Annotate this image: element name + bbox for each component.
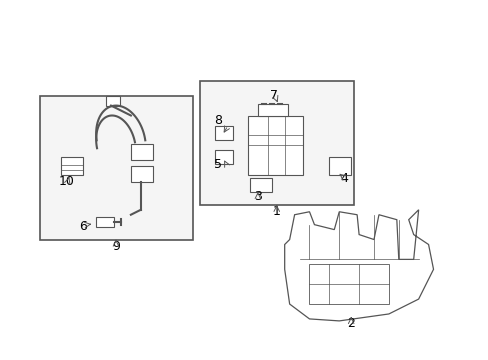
Text: 2: 2	[346, 318, 354, 330]
Text: 8: 8	[214, 114, 222, 127]
Bar	[257, 104, 287, 116]
Bar	[328, 157, 350, 175]
Text: 7: 7	[269, 89, 277, 102]
Bar	[215, 126, 233, 140]
Bar	[247, 116, 302, 175]
Text: 3: 3	[253, 190, 261, 203]
Text: 9: 9	[112, 240, 120, 253]
Text: 1: 1	[272, 205, 280, 218]
Bar	[200, 81, 353, 205]
Bar	[61, 157, 83, 175]
Bar	[249, 178, 271, 192]
Text: 10: 10	[59, 175, 74, 189]
Text: 4: 4	[340, 171, 347, 185]
Bar	[309, 264, 388, 304]
Bar	[96, 217, 114, 227]
Bar	[215, 150, 233, 164]
Polygon shape	[284, 210, 433, 321]
Text: 6: 6	[79, 220, 87, 233]
Bar	[131, 166, 152, 182]
Text: 5: 5	[214, 158, 222, 171]
Bar	[106, 96, 120, 105]
Bar	[40, 96, 193, 239]
Bar	[131, 144, 152, 160]
